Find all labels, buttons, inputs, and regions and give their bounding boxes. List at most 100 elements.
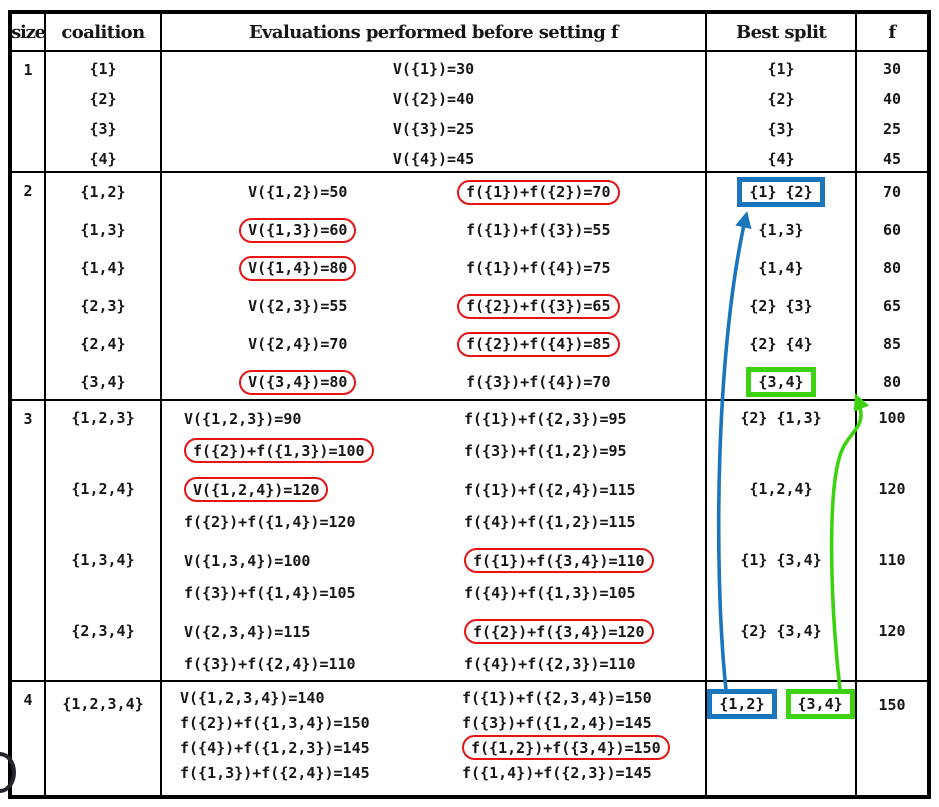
size1-f-cell: 30 40 25 45 bbox=[857, 50, 927, 171]
best-split-value: {4} bbox=[767, 150, 795, 168]
best-split-value: {3} bbox=[767, 120, 795, 138]
eval-line: V({4})=45 bbox=[392, 150, 475, 168]
red-circled-eval: f({2})+f({4})=85 bbox=[457, 331, 620, 357]
red-circled-eval: f({1})+f({2})=70 bbox=[457, 179, 620, 205]
f-value: 70 bbox=[882, 183, 902, 201]
best-split-value: {2} bbox=[767, 90, 795, 108]
f-value: 100 bbox=[878, 409, 906, 427]
f-value: 80 bbox=[882, 259, 902, 277]
size2-best-cell: {1} {2} {1,3} {1,4} {2} {3} {2} {4} {3,4… bbox=[707, 171, 857, 399]
eval-line: f({4})+f({1,2})=115 bbox=[464, 512, 636, 531]
size4-eval-cell: V({1,2,3,4})=140 f({1})+f({2,3,4})=150 f… bbox=[162, 680, 707, 795]
header-size-label: size bbox=[11, 21, 46, 43]
eval-line: f({2})+f({1,4})=120 bbox=[184, 512, 356, 531]
eval-line: f({1})+f({3})=55 bbox=[466, 221, 611, 239]
coalition-value: {1,2,4} bbox=[71, 480, 135, 498]
eval-line: V({1,2,3,4})=140 bbox=[180, 688, 325, 707]
size4-f-cell: 150 bbox=[857, 680, 927, 795]
green-boxed-best-split: {3,4} bbox=[746, 367, 816, 397]
best-split-value: {1,2,4} bbox=[749, 480, 813, 498]
coalition-value: {1,2,3} bbox=[71, 409, 135, 427]
f-value: 60 bbox=[882, 221, 902, 239]
red-circled-eval: f({1,2})+f({3,4})=150 bbox=[462, 735, 670, 760]
size1-eval-cell: V({1})=30 V({2})=40 V({3})=25 V({4})=45 bbox=[162, 50, 707, 171]
size4-size-cell: 4 bbox=[12, 680, 46, 795]
coalition-value: {2,4} bbox=[80, 335, 126, 353]
red-circled-eval: V({1,3})=60 bbox=[239, 217, 357, 243]
best-split-value: {1,3} bbox=[758, 221, 804, 239]
eval-line: V({1,3,4})=100 bbox=[184, 551, 311, 570]
eval-line: f({1,3})+f({2,4})=145 bbox=[180, 763, 370, 782]
size1-size-cell: 1 bbox=[12, 50, 46, 171]
f-value: 120 bbox=[878, 622, 906, 640]
header-coalition: coalition bbox=[46, 14, 162, 50]
eval-line: V({3})=25 bbox=[392, 120, 475, 138]
eval-line: f({1})+f({2,4})=115 bbox=[464, 480, 636, 499]
coalition-value: {4} bbox=[89, 150, 117, 168]
size3-label: 3 bbox=[23, 410, 33, 428]
size4-best-cell: {1,2} {3,4} bbox=[707, 680, 857, 795]
header-evaluations-label: Evaluations performed before setting f bbox=[248, 21, 619, 43]
red-circled-eval: f({1})+f({3,4})=110 bbox=[464, 548, 654, 573]
size3-size-cell: 3 bbox=[12, 399, 46, 680]
best-split-value: {2} {3,4} bbox=[740, 622, 822, 640]
f-value: 25 bbox=[882, 120, 902, 138]
eval-line: V({2,3})=55 bbox=[248, 297, 348, 315]
coalition-value: {2} bbox=[89, 90, 117, 108]
eval-line: f({4})+f({1,3})=105 bbox=[464, 583, 636, 602]
size2-coalition-cell: {1,2} {1,3} {1,4} {2,3} {2,4} {3,4} bbox=[46, 171, 162, 399]
red-circled-eval: f({2})+f({3})=65 bbox=[457, 293, 620, 319]
size2-label: 2 bbox=[23, 182, 33, 200]
eval-line: f({3})+f({1,2,4})=145 bbox=[462, 713, 652, 732]
eval-line: V({1})=30 bbox=[392, 60, 475, 78]
size1-best-cell: {1} {2} {3} {4} bbox=[707, 50, 857, 171]
eval-line: f({1})+f({2,3,4})=150 bbox=[462, 688, 652, 707]
eval-line: f({3})+f({1,2})=95 bbox=[464, 441, 627, 460]
size4-label: 4 bbox=[23, 691, 33, 709]
blue-boxed-best-split: {1,2} bbox=[707, 689, 777, 719]
eval-line: f({3})+f({2,4})=110 bbox=[184, 654, 356, 673]
header-best-split: Best split bbox=[707, 14, 857, 50]
coalition-value: {1,2,3,4} bbox=[62, 695, 144, 713]
eval-line: V({1,2})=50 bbox=[248, 183, 348, 201]
best-split-value: {1,4} bbox=[758, 259, 804, 277]
best-split-value: {1} {3,4} bbox=[740, 551, 822, 569]
eval-line: f({1})+f({4})=75 bbox=[466, 259, 611, 277]
header-evaluations: Evaluations performed before setting f bbox=[162, 14, 707, 50]
coalition-value: {2,3} bbox=[80, 297, 126, 315]
f-value: 45 bbox=[882, 150, 902, 168]
header-best-split-label: Best split bbox=[735, 21, 827, 43]
eval-line: f({1,4})+f({2,3})=145 bbox=[462, 763, 652, 782]
best-split-value: {2} {3} bbox=[749, 297, 813, 315]
size3-coalition-cell: {1,2,3} {1,2,4} {1,3,4} {2,3,4} bbox=[46, 399, 162, 680]
red-circled-eval: f({2})+f({1,3})=100 bbox=[184, 438, 374, 463]
size2-size-cell: 2 bbox=[12, 171, 46, 399]
blue-boxed-best-split: {1} {2} bbox=[737, 177, 825, 207]
f-value: 80 bbox=[882, 373, 902, 391]
header-f-label: f bbox=[888, 21, 896, 43]
eval-line: f({3})+f({1,4})=105 bbox=[184, 583, 356, 602]
eval-line: f({4})+f({2,3})=110 bbox=[464, 654, 636, 673]
eval-line: V({2,4})=70 bbox=[248, 335, 348, 353]
eval-line: f({4})+f({1,2,3})=145 bbox=[180, 738, 370, 757]
best-split-value: {1} bbox=[767, 60, 795, 78]
size3-f-cell: 100 120 110 120 bbox=[857, 399, 927, 680]
red-circled-eval: V({3,4})=80 bbox=[239, 369, 357, 395]
red-circled-eval: V({1,4})=80 bbox=[239, 255, 357, 281]
header-f: f bbox=[857, 14, 927, 50]
coalition-value: {1,3,4} bbox=[71, 551, 135, 569]
eval-line: f({3})+f({4})=70 bbox=[466, 373, 611, 391]
eval-line: f({1})+f({2,3})=95 bbox=[464, 409, 627, 428]
green-boxed-best-split: {3,4} bbox=[785, 689, 855, 719]
coalition-value: {1,3} bbox=[80, 221, 126, 239]
header-size: size bbox=[11, 14, 46, 50]
size1-coalition-cell: {1} {2} {3} {4} bbox=[46, 50, 162, 171]
red-circled-eval: f({2})+f({3,4})=120 bbox=[464, 619, 654, 644]
best-split-value: {2} {4} bbox=[749, 335, 813, 353]
f-value: 40 bbox=[882, 90, 902, 108]
header-coalition-label: coalition bbox=[61, 21, 145, 43]
f-value: 85 bbox=[882, 335, 902, 353]
coalition-value: {3,4} bbox=[80, 373, 126, 391]
f-value: 110 bbox=[878, 551, 906, 569]
